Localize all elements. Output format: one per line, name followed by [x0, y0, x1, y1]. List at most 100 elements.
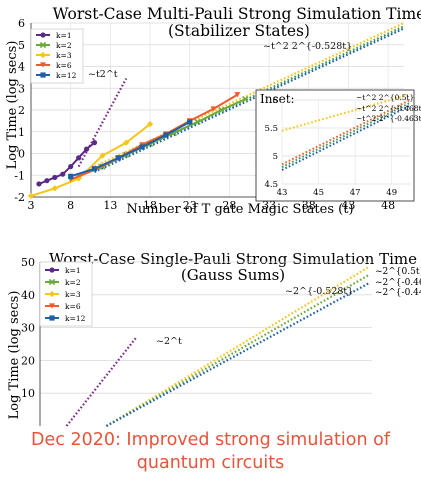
chart1-series-4-point-4 [163, 132, 169, 138]
chart1-y-tick-0: -2 [14, 191, 25, 204]
chart1-y-tick-4: 2 [18, 104, 25, 117]
chart2-trend-line-3 [105, 282, 370, 427]
inset-line-1 [281, 99, 411, 166]
chart1-x-tick-8: 43 [341, 199, 355, 212]
chart1-series-1-point-7 [242, 95, 249, 103]
chart1-series-line-4 [70, 121, 191, 178]
chart1-x-tick-0: 3 [28, 199, 35, 212]
chart2-subtitle: (Gauss Sums) [181, 266, 285, 284]
chart1-series-4-point-1 [91, 166, 98, 172]
chart1-y-tick-3: 1 [18, 126, 25, 139]
chart1-series-1-point-5 [194, 118, 201, 126]
chart1-trend-lines [77, 22, 405, 173]
chart1-y-axis-title: Log Time (log secs) [5, 41, 20, 170]
chart1-legend-marker-2 [39, 51, 47, 59]
chart1-x-tick-5: 28 [222, 199, 236, 212]
chart2-trend-line-2 [105, 274, 370, 427]
chart1-x-tick-9: 48 [381, 199, 395, 212]
inset-line-0 [281, 93, 411, 132]
chart2-y-tick-2: 30 [21, 322, 35, 335]
chart1-x-tick-7: 38 [302, 199, 316, 212]
chart1-legend-label-1: k=2 [56, 41, 72, 50]
chart1-series-2-point-5 [146, 121, 154, 128]
chart1-series-4-point-3 [139, 144, 145, 150]
chart1-legend-marker-0 [40, 32, 46, 38]
right-label-0: ~2^{0.5t} [375, 267, 421, 277]
chart2-gridlines [40, 261, 372, 394]
inset-trend-lines [281, 93, 411, 171]
right-label-2: ~2^{-0.449t} [375, 288, 421, 298]
chart1-series-0-point-7 [91, 140, 98, 146]
right-label-1: ~2^{-0.468t} [375, 278, 421, 288]
caption-line-2: quantum circuits [136, 453, 285, 473]
inset-y-tick-3: 6 [273, 96, 278, 106]
chart2-trend-lines [65, 265, 370, 427]
chart2-legend-marker-1 [48, 278, 56, 286]
chart2-y-tick-3: 40 [21, 289, 35, 302]
chart2-y-axis-title: Log Time (log secs) [7, 291, 22, 420]
chart1-series-0-point-2 [52, 174, 58, 181]
chart2-legend-marker-4 [49, 315, 55, 321]
chart2-tick-labels: 10 20 30 40 50 [21, 256, 35, 400]
chart1-x-tick-2: 13 [103, 199, 117, 212]
chart1-y-tick-1: -1 [14, 169, 25, 182]
chart1-series-4-point-5 [187, 119, 193, 125]
chart-gauss-sums: Worst-Case Single-Pauli Strong Simulatio… [7, 250, 421, 427]
chart2-trend-line-1 [105, 265, 370, 427]
chart1-series-0-point-1 [44, 178, 50, 184]
chart2-legend-marker-2 [48, 290, 56, 298]
caption-line-1: Dec 2020: Improved strong simulation of [31, 430, 390, 450]
chart1-title: Worst-Case Multi-Pauli Strong Simulation… [53, 5, 421, 23]
chart1-series-line-2 [30, 123, 151, 197]
chart1-trend-line-0 [77, 77, 128, 168]
chart1-series-2-point-0 [27, 192, 35, 200]
chart2-legend-label-0: k=1 [65, 266, 81, 275]
chart2-title: Worst-Case Single-Pauli Strong Simulatio… [49, 250, 417, 268]
chart1-legend: k=1k=2k=3k=6k=12 [36, 31, 77, 80]
chart1-series-3-point-6 [210, 106, 217, 112]
chart2-y-tick-0: 10 [21, 387, 35, 400]
chart1-legend-label-2: k=3 [56, 51, 72, 60]
inset-line-2 [281, 101, 411, 169]
chart2-legend: k=1 k=2 k=3 k=6 k=12 [45, 266, 86, 323]
chart1-x-tick-1: 8 [67, 199, 74, 212]
chart1-y-tick-2: 0 [18, 148, 25, 161]
chart1-y-tick-6: 4 [18, 61, 25, 74]
inset-y-tick-0: 4.5 [264, 180, 278, 190]
chart1-legend-marker-3 [40, 62, 46, 68]
trend-label-2-0528t: ~2^{-0.528t} [285, 286, 353, 297]
chart2-legend-label-1: k=2 [65, 278, 81, 287]
trend-label-t2t: ~t2^t [88, 69, 118, 80]
inset-line-3 [281, 104, 411, 171]
chart1-series-4-point-2 [115, 155, 121, 161]
chart2-legend-label-3: k=6 [65, 302, 81, 311]
inset-x-tick-0: 43 [277, 188, 288, 198]
chart1-series-0-point-3 [60, 171, 66, 177]
chart1-x-tick-6: 33 [262, 199, 276, 212]
inset-label-1: ~t^2 2^{-0.468t} [356, 104, 421, 113]
inset-gridlines [281, 99, 410, 185]
chart1-y-tick-8: 6 [18, 17, 25, 30]
chart1-legend-marker-1 [39, 41, 47, 49]
inset-label-0: ~t^2 2^{0.5t} [356, 93, 414, 102]
chart2-legend-marker-3 [49, 303, 55, 309]
chart1-series-3-point-7 [234, 92, 241, 98]
chart1-x-tick-3: 18 [143, 199, 157, 212]
inset-label-2: ~t^2 2^{-0.463t} [356, 114, 421, 123]
chart1-series-4-point-0 [68, 173, 74, 179]
trend-label-t2-0528t: ~t^2 2^{-0.528t} [263, 41, 352, 52]
inset-label: Inset: [260, 92, 295, 106]
chart1-legend-marker-4 [40, 72, 46, 78]
chart1-series-0-point-6 [83, 146, 90, 152]
inset-y-tick-1: 5 [273, 152, 278, 162]
chart1-legend-label-0: k=1 [56, 31, 72, 40]
chart1-series-2-point-4 [123, 139, 130, 146]
chart1-series-0-point-0 [36, 181, 42, 187]
chart2-y-tick-1: 20 [21, 354, 35, 367]
inset-x-tick-3: 49 [386, 188, 397, 198]
chart1-x-tick-4: 23 [183, 199, 197, 212]
chart2-trend-line-0 [65, 336, 138, 427]
chart1-legend-label-3: k=6 [56, 61, 72, 70]
chart2-legend-label-2: k=3 [65, 290, 81, 299]
